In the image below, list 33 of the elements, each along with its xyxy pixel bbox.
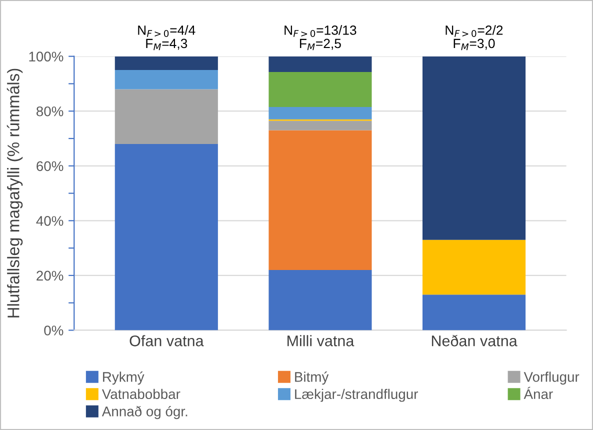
text: N$_{F>0}$=13/13 F$_{M}$=2,5 — [284, 25, 356, 50]
legend-label: Rykmý — [103, 372, 144, 385]
legend-label: Vatnabobbar — [102, 388, 180, 400]
bar — [268, 270, 372, 330]
bar — [114, 144, 218, 330]
text: N$_{F>0}$=2/2 F$_{M}$=3,0 — [446, 25, 503, 50]
legend-label: Bitmý — [295, 372, 329, 385]
bar — [268, 107, 372, 120]
bar — [422, 240, 526, 295]
bar — [268, 120, 372, 130]
bar — [114, 89, 218, 144]
y-tick-label: 20% — [36, 270, 64, 281]
x-tick-label: Neðan vatna — [432, 334, 518, 346]
legend-label: Ánar — [524, 386, 553, 400]
legend-label: Vorflugur — [524, 372, 580, 385]
bar — [268, 72, 372, 108]
bar — [422, 56, 526, 240]
y-tick-label: 0% — [44, 326, 64, 336]
y-tick-label: 100% — [29, 52, 64, 62]
y-tick-label: 40% — [36, 216, 64, 226]
y-tick-label: 60% — [36, 161, 64, 172]
bar — [114, 56, 218, 70]
bar — [422, 294, 526, 330]
bar — [268, 130, 372, 270]
text: N$_{F>0}$=4/4 F$_{M}$=4,3 — [138, 25, 196, 50]
bar — [114, 70, 218, 90]
y-axis-title: Hlutfallsleg magafylli (% rúmmáls) — [6, 68, 23, 318]
legend-label: Lækjar-/strandflugur — [295, 388, 418, 402]
x-tick-label: Ofan vatna — [130, 335, 204, 346]
x-tick-label: Milli vatna — [288, 335, 354, 346]
bar — [268, 56, 372, 72]
legend-label: Annað og ógr. — [102, 406, 188, 420]
y-tick-label: 80% — [36, 106, 64, 116]
